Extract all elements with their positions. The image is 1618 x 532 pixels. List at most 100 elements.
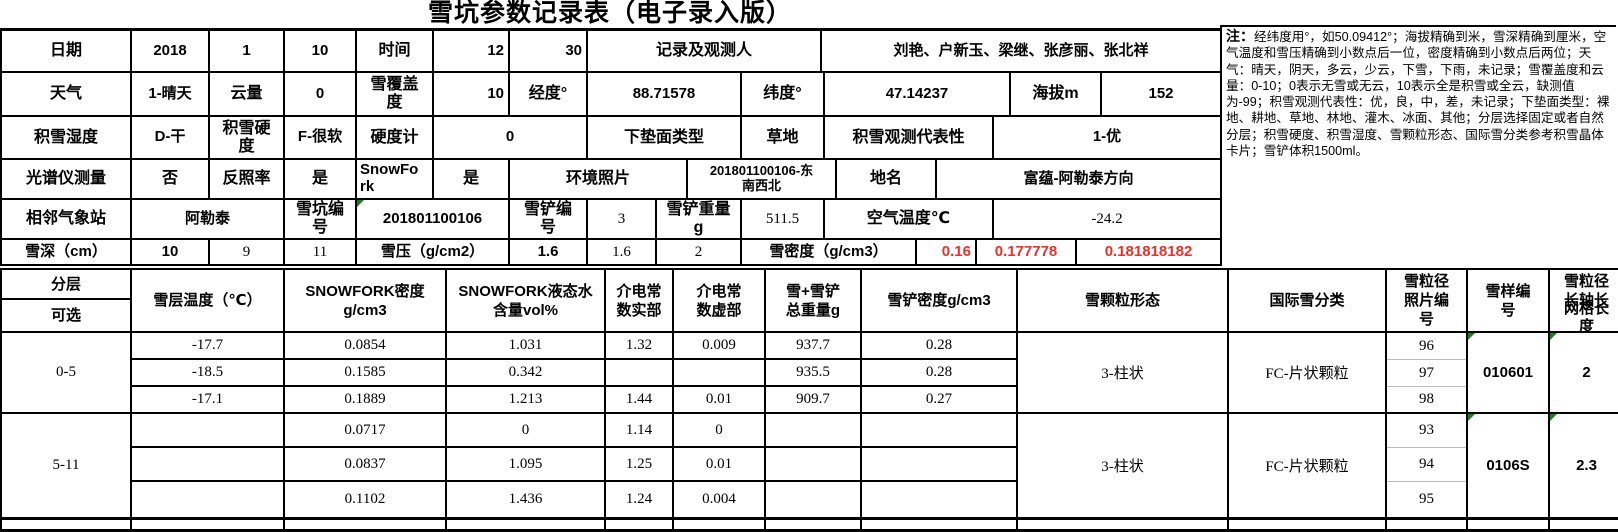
shovel-density-1[interactable]	[862, 414, 1016, 448]
snow-temp-3[interactable]: -17.1	[191, 391, 224, 407]
snow-temp-2[interactable]	[132, 448, 283, 482]
shovel-weight-value[interactable]: 511.5	[742, 200, 825, 240]
snow-temp-3[interactable]	[132, 482, 283, 517]
total-weight-3[interactable]	[766, 482, 860, 517]
photo-number-2[interactable]: 97	[1387, 360, 1466, 387]
layer-header-top: 分层	[2, 270, 130, 300]
pressure-3[interactable]: 2	[657, 240, 742, 266]
intl-snow-class-cell[interactable]: FC-片状颗粒	[1229, 414, 1387, 517]
layer-range-cell[interactable]: 5-11	[2, 414, 132, 517]
hardness-value[interactable]: F-很软	[285, 117, 357, 160]
snowfork-value[interactable]: 是	[434, 160, 510, 200]
sample-id-cell[interactable]: 010601	[1468, 333, 1550, 412]
liquid-water-3[interactable]: 1.213	[508, 391, 543, 407]
date-month[interactable]: 1	[210, 31, 285, 73]
elevation-value[interactable]: 152	[1102, 73, 1222, 117]
photo-number-1[interactable]: 96	[1387, 333, 1466, 360]
density-2[interactable]: 0.177778	[977, 240, 1077, 266]
dielectric-real-1[interactable]: 1.32	[606, 333, 672, 360]
air-temp-value[interactable]: -24.2	[994, 200, 1222, 240]
liquid-water-2[interactable]: 1.095	[447, 448, 604, 482]
sample-id-cell[interactable]: 0106S	[1468, 414, 1550, 517]
total-weight-1[interactable]	[766, 414, 860, 448]
dielectric-imag-3[interactable]: 0.01	[705, 391, 733, 407]
axis-header-line2: 长轴长	[1563, 292, 1609, 309]
snowcover-value[interactable]: 10	[434, 73, 510, 117]
total-weight-1[interactable]: 937.7	[766, 333, 860, 360]
shovel-density-3[interactable]: 0.27	[925, 391, 953, 407]
time-hour[interactable]: 12	[434, 31, 510, 73]
density-1[interactable]: 0.16	[917, 240, 977, 266]
dielectric-real-2[interactable]: 1.25	[606, 448, 672, 482]
dielectric-imag-2[interactable]: 0.01	[674, 448, 764, 482]
snow-temp-2[interactable]: -18.5	[132, 360, 283, 387]
table2-bottom-border	[0, 517, 1618, 520]
time-minute[interactable]: 30	[510, 31, 588, 73]
photo-number-3[interactable]: 98	[1419, 391, 1434, 407]
shovel-id-value[interactable]: 3	[588, 200, 657, 240]
total-weight-2[interactable]	[766, 448, 860, 482]
density-3[interactable]: 0.181818182	[1077, 240, 1222, 266]
representativeness-value[interactable]: 1-优	[994, 117, 1222, 160]
pressure-1[interactable]: 1.6	[510, 240, 588, 266]
longitude-value[interactable]: 88.71578	[588, 73, 742, 117]
snow-temp-1[interactable]	[132, 414, 283, 448]
station-value[interactable]: 阿勒泰	[132, 200, 285, 240]
grain-shape-cell[interactable]: 3-柱状	[1018, 414, 1229, 517]
layer-header-bottom: 可选	[50, 307, 81, 324]
env-photo-value[interactable]: 201801100106-东南西北	[688, 160, 837, 200]
latitude-value[interactable]: 47.14237	[825, 73, 1011, 117]
snowdepth-3[interactable]: 11	[285, 240, 357, 266]
shovel-density-2[interactable]	[862, 448, 1016, 482]
weather-value[interactable]: 1-晴天	[132, 73, 210, 117]
dielectric-imag-col: 0.009 0.01	[674, 333, 766, 412]
pressure-2[interactable]: 1.6	[588, 240, 657, 266]
snowfork-density-3[interactable]: 0.1889	[344, 391, 386, 407]
dielectric-real-2[interactable]	[606, 360, 672, 387]
axis-length-cell[interactable]: 2.3	[1550, 414, 1618, 517]
photo-number-1[interactable]: 93	[1387, 414, 1466, 448]
dielectric-real-1[interactable]: 1.14	[606, 414, 672, 448]
snowdepth-1[interactable]: 10	[132, 240, 210, 266]
intl-snow-class-cell[interactable]: FC-片状颗粒	[1229, 333, 1387, 412]
liquid-water-1[interactable]: 1.031	[447, 333, 604, 360]
snowfork-density-2[interactable]: 0.0837	[285, 448, 445, 482]
surface-type-value[interactable]: 草地	[742, 117, 825, 160]
albedo-value[interactable]: 是	[285, 160, 357, 200]
dielectric-real-3[interactable]: 1.24	[625, 491, 653, 507]
shovel-density-3[interactable]	[862, 482, 1016, 517]
snow-temp-1[interactable]: -17.7	[132, 333, 283, 360]
observers-value[interactable]: 刘艳、户新玉、梁继、张彦丽、张北祥	[822, 31, 1222, 73]
layer-range-cell[interactable]: 0-5	[2, 333, 132, 412]
photo-number-3[interactable]: 95	[1419, 491, 1434, 507]
total-weight-2[interactable]: 935.5	[766, 360, 860, 387]
liquid-water-1[interactable]: 0	[447, 414, 604, 448]
axis-length-cell[interactable]: 2	[1550, 333, 1618, 412]
hardness-meter-value[interactable]: 0	[434, 117, 588, 160]
shovel-density-1[interactable]: 0.28	[862, 333, 1016, 360]
placename-value[interactable]: 富蕴-阿勒泰方向	[937, 160, 1222, 200]
liquid-water-3[interactable]: 1.436	[508, 491, 543, 507]
snowfork-density-1[interactable]: 0.0854	[285, 333, 445, 360]
spectrometer-value[interactable]: 否	[132, 160, 210, 200]
dielectric-imag-3[interactable]: 0.004	[702, 491, 736, 507]
wetness-value[interactable]: D-干	[132, 117, 210, 160]
snowfork-density-2[interactable]: 0.1585	[285, 360, 445, 387]
pit-id-value[interactable]: 201801100106	[357, 200, 510, 240]
snowdepth-2[interactable]: 9	[210, 240, 285, 266]
shovel-density-2[interactable]: 0.28	[862, 360, 1016, 387]
snowfork-density-1[interactable]: 0.0717	[285, 414, 445, 448]
photo-number-2[interactable]: 94	[1387, 448, 1466, 482]
dielectric-imag-1[interactable]: 0.009	[674, 333, 764, 360]
snowfork-density-3[interactable]: 0.1102	[344, 491, 386, 507]
total-weight-3[interactable]: 909.7	[796, 391, 830, 407]
cloud-value[interactable]: 0	[285, 73, 357, 117]
pressure-label: 雪压（g/cm2）	[357, 240, 510, 266]
dielectric-imag-2[interactable]	[674, 360, 764, 387]
liquid-water-2[interactable]: 0.342	[447, 360, 604, 387]
date-year[interactable]: 2018	[132, 31, 210, 73]
dielectric-real-3[interactable]: 1.44	[625, 391, 653, 407]
dielectric-imag-1[interactable]: 0	[674, 414, 764, 448]
date-day[interactable]: 10	[285, 31, 357, 73]
grain-shape-cell[interactable]: 3-柱状	[1018, 333, 1229, 412]
